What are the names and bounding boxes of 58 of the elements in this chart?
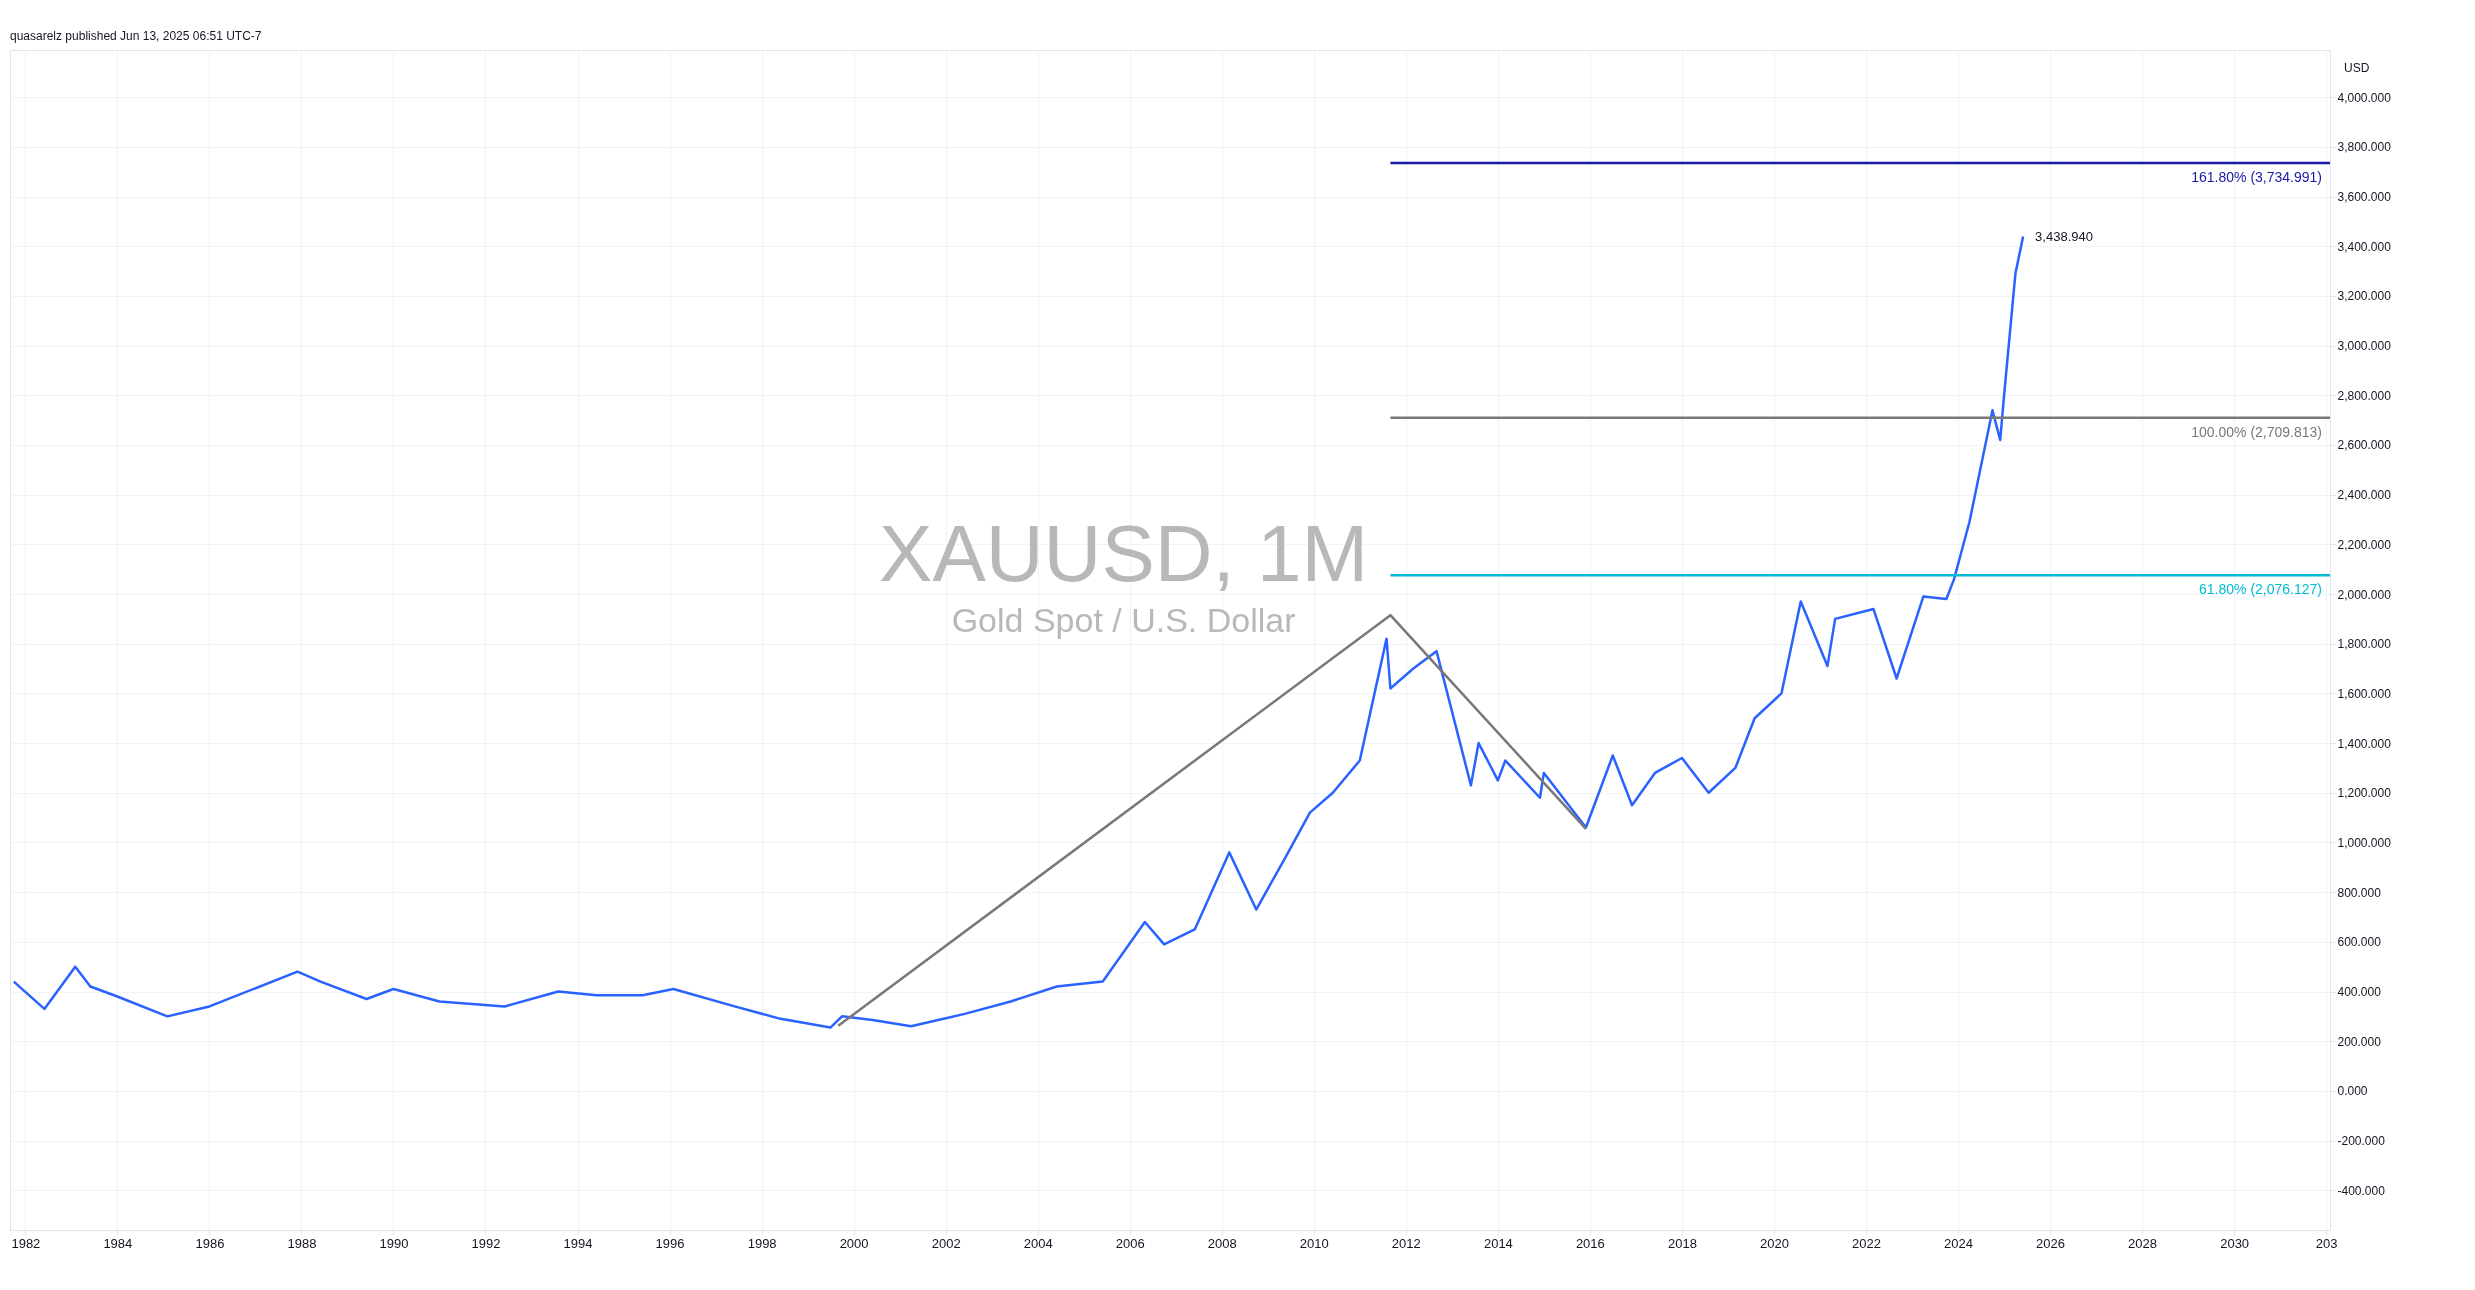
x-tick-label: 2028 bbox=[2128, 1235, 2157, 1251]
y-axis-title: USD bbox=[2344, 61, 2370, 75]
x-tick-label: 1994 bbox=[563, 1235, 593, 1251]
y-tick-label: 1,800.000 bbox=[2337, 637, 2392, 652]
x-tick-label: 2018 bbox=[1667, 1235, 1697, 1251]
y-tick-label: 3,200.000 bbox=[2337, 289, 2392, 304]
x-tick-label: 2004 bbox=[1023, 1235, 1053, 1251]
x-tick-label: 1982 bbox=[11, 1235, 41, 1251]
y-tick-label: 1,400.000 bbox=[2337, 736, 2392, 751]
y-tick-label: 1,000.000 bbox=[2337, 835, 2392, 850]
x-tick-label: 2006 bbox=[1115, 1235, 1145, 1251]
y-tick-label: 2,000.000 bbox=[2337, 587, 2392, 602]
annotation: 3,438.940 bbox=[2035, 228, 2093, 244]
text: quasarelz published Jun 13, 2025 06:51 UTC-7 bbox=[10, 29, 262, 43]
x-tick-label: 2000 bbox=[839, 1235, 869, 1251]
y-tick-label: 0.000 bbox=[2337, 1084, 2368, 1099]
line-series bbox=[12, 235, 2025, 1029]
y-tick-label: 3,800.000 bbox=[2337, 140, 2392, 155]
x-tick-label: 2002 bbox=[931, 1235, 961, 1251]
y-tick-label: 3,400.000 bbox=[2337, 239, 2392, 254]
x-tick-label: 2010 bbox=[1299, 1235, 1329, 1251]
y-tick-label: 1,600.000 bbox=[2337, 686, 2392, 701]
text: Gold Spot / U.S. Dollar bbox=[951, 601, 1296, 640]
series-label: 161.80% (3,734.991) bbox=[2191, 169, 2322, 186]
x-tick-label: 1984 bbox=[103, 1235, 133, 1251]
x-tick-label: 2024 bbox=[1944, 1235, 1973, 1251]
x-tick-label: 2026 bbox=[2036, 1235, 2066, 1251]
x-tick-label: 2020 bbox=[1759, 1235, 1789, 1251]
x-tick-label: 2030 bbox=[2220, 1235, 2250, 1251]
y-tick-label: -400.000 bbox=[2337, 1183, 2386, 1198]
y-tick-label: 3,600.000 bbox=[2337, 190, 2392, 205]
y-tick-label: 200.000 bbox=[2337, 1034, 2382, 1049]
y-tick-label: 800.000 bbox=[2337, 885, 2382, 900]
x-tick-label: 2022 bbox=[1852, 1235, 1881, 1251]
x-tick-label: 2012 bbox=[1391, 1235, 1421, 1251]
x-tick-label: 1990 bbox=[379, 1235, 409, 1251]
y-tick-label: 2,600.000 bbox=[2337, 438, 2392, 453]
y-tick-label: -200.000 bbox=[2337, 1134, 2386, 1149]
x-tick-label: 203 bbox=[2315, 1235, 2338, 1251]
y-tick-label: 4,000.000 bbox=[2337, 90, 2392, 105]
y-tick-label: 400.000 bbox=[2337, 985, 2382, 1000]
x-tick-label: 1996 bbox=[655, 1235, 685, 1251]
x-tick-label: 2016 bbox=[1575, 1235, 1605, 1251]
y-tick-label: 3,000.000 bbox=[2337, 339, 2392, 354]
x-tick-label: 2008 bbox=[1207, 1235, 1237, 1251]
y-tick-label: 2,800.000 bbox=[2337, 388, 2392, 403]
y-tick-label: 600.000 bbox=[2337, 935, 2382, 950]
x-tick-label: 1992 bbox=[471, 1235, 501, 1251]
y-tick-label: 2,200.000 bbox=[2337, 537, 2392, 552]
series-label: 61.80% (2,076.127) bbox=[2199, 581, 2322, 598]
x-tick-label: 1988 bbox=[287, 1235, 317, 1251]
x-tick-label: 1998 bbox=[747, 1235, 777, 1251]
series-label: 100.00% (2,709.813) bbox=[2191, 423, 2322, 440]
x-tick-label: 1986 bbox=[195, 1235, 225, 1251]
text: XAUUSD, 1M bbox=[879, 509, 1369, 599]
x-tick-label: 2014 bbox=[1483, 1235, 1513, 1251]
y-tick-label: 1,200.000 bbox=[2337, 786, 2392, 801]
y-tick-label: 2,400.000 bbox=[2337, 488, 2392, 503]
